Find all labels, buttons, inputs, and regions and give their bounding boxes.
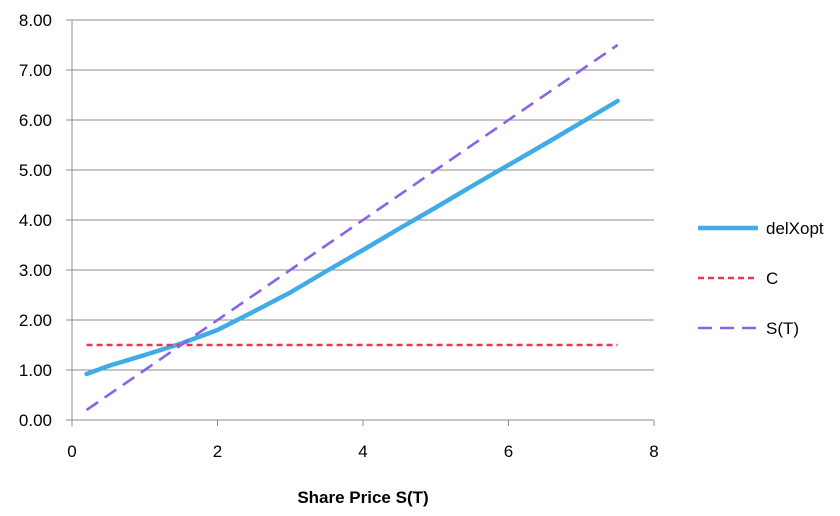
x-tick-label: 4 — [358, 442, 367, 461]
y-tick-label: 8.00 — [19, 11, 52, 30]
x-tick-label: 0 — [67, 442, 76, 461]
legend-label: delXopt — [766, 219, 824, 238]
axes: 0.00 1.00 2.00 3.00 4.00 5.00 6.00 7.00 8.00 0 2 4 6… — [19, 11, 659, 461]
y-tick-label: 4.00 — [19, 211, 52, 230]
y-tick-label: 6.00 — [19, 111, 52, 130]
legend-label: S(T) — [766, 319, 799, 338]
x-tick-label: 6 — [504, 442, 513, 461]
legend-item: C — [698, 269, 778, 288]
y-tick-label: 2.00 — [19, 311, 52, 330]
series-line-delxopt — [84, 98, 620, 377]
legend: delXopt C S(T) — [698, 219, 824, 338]
y-tick-label: 3.00 — [19, 261, 52, 280]
y-tick-label: 5.00 — [19, 161, 52, 180]
y-tick-label: 0.00 — [19, 411, 52, 430]
x-axis-title: Share Price S(T) — [297, 488, 428, 507]
x-tick-label: 2 — [213, 442, 222, 461]
x-tick-label: 8 — [649, 442, 658, 461]
legend-item: delXopt — [698, 219, 824, 238]
y-tick-label: 7.00 — [19, 61, 52, 80]
legend-item: S(T) — [698, 319, 799, 338]
y-tick-label: 1.00 — [19, 361, 52, 380]
legend-label: C — [766, 269, 778, 288]
series-lines — [84, 43, 620, 412]
series-line-s-t — [85, 43, 619, 412]
